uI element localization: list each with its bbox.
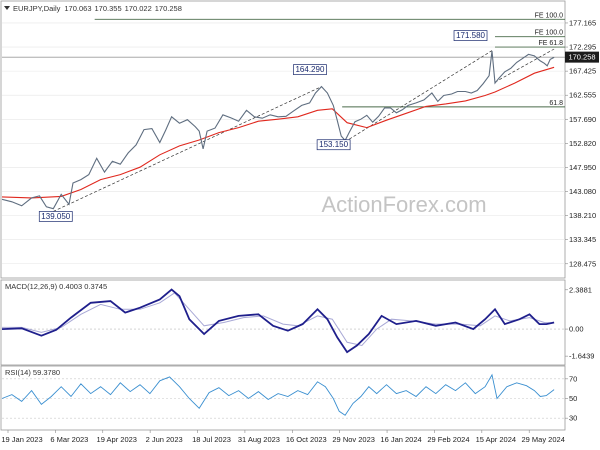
level-label: FE 100.0 (535, 30, 564, 37)
price-annotation-box (38, 211, 73, 222)
last-price-tag: 170.258 (565, 51, 599, 63)
x-tick-label: 19 Jan 2023 (1, 435, 42, 444)
price-annotation-label: 171.580 (456, 31, 485, 40)
gridlines (2, 22, 565, 419)
price-tick-label: 143.080 (569, 187, 596, 196)
fib-levels: FE 100.0 FE 100.0 FE 61.8 61.8 (2, 12, 565, 108)
x-tick-label: 29 May 2024 (522, 435, 565, 444)
macd-lines (1, 288, 555, 354)
price-annotation-box (316, 139, 351, 151)
macd-tick-label: 2.3881 (569, 285, 592, 294)
x-tick-label: 16 Oct 2023 (286, 435, 327, 444)
price-tick-label: 162.555 (569, 91, 596, 100)
price-tick-label: 172.295 (569, 43, 596, 52)
dashed-trendline (53, 86, 322, 212)
macd-tick-label: -1.6439 (569, 352, 594, 361)
macd-tick-label: 0.00 (569, 325, 584, 334)
y-axis-labels: 177.165 172.295 167.425 162.555 157.690 152.8… (565, 18, 596, 423)
price-tick-label: 152.820 (569, 139, 596, 148)
rsi-legend: RSI(14) 59.3780 (5, 368, 60, 377)
ohlc-low: 170.022 (125, 4, 152, 13)
ohlc-close: 170.258 (155, 4, 182, 13)
x-tick-label: 18 Jul 2023 (192, 435, 231, 444)
price-annotations: 139.050 164.290 153.150 171.580 (38, 30, 488, 222)
macd-legend: MACD(12,26,9) 0.4003 0.3745 (5, 282, 107, 291)
x-axis-labels: 19 Jan 2023 6 Mar 2023 19 Apr 2023 2 Jun 20… (1, 430, 565, 444)
dashed-trendline (494, 48, 555, 83)
price-annotation-label: 164.290 (295, 65, 324, 74)
dashed-trendline (344, 50, 493, 143)
rsi-tick-label: 30 (569, 414, 577, 423)
rsi-tick-label: 50 (569, 394, 577, 403)
x-tick-label: 31 Aug 2023 (238, 435, 280, 444)
x-tick-label: 19 Apr 2023 (97, 435, 137, 444)
collapse-arrow-icon[interactable] (4, 6, 10, 10)
price-annotation-label: 153.150 (319, 140, 348, 149)
period: Daily (44, 4, 61, 13)
macd-panel-frame (0, 279, 566, 366)
price-tick-label: 147.950 (569, 163, 596, 172)
moving-average-line (1, 66, 555, 199)
symbol: EURJPY (13, 4, 43, 13)
ohlc-open: 170.063 (64, 4, 91, 13)
price-series (1, 50, 555, 210)
svg-text:170.258: 170.258 (568, 53, 595, 62)
price-annotation-box (453, 30, 488, 41)
x-tick-label: 29 Nov 2023 (332, 435, 375, 444)
rsi-line (1, 373, 555, 416)
level-label: 61.8 (549, 100, 563, 107)
x-tick-label: 2 Jun 2023 (146, 435, 183, 444)
rsi-tick-label: 70 (569, 374, 577, 383)
rsi-lines (1, 373, 555, 416)
price-annotation-label: 139.050 (41, 212, 70, 221)
trendlines (53, 48, 555, 212)
price-line (1, 50, 555, 210)
x-tick-label: 6 Mar 2023 (50, 435, 88, 444)
x-tick-label: 16 Jan 2024 (380, 435, 421, 444)
price-panel-frame (0, 0, 566, 279)
price-legend: EURJPY,Daily 170.063 170.355 170.022 170.258 (4, 4, 182, 13)
watermark: ActionForex.com (321, 192, 486, 217)
x-tick-label: 15 Apr 2024 (476, 435, 516, 444)
macd-line (1, 288, 555, 354)
level-label: FE 100.0 (535, 12, 564, 19)
price-tick-label: 177.165 (569, 18, 596, 27)
price-annotation-box (293, 64, 327, 75)
x-tick-label: 29 Feb 2024 (427, 435, 469, 444)
price-tick-label: 167.425 (569, 67, 596, 76)
level-label: FE 61.8 (538, 40, 563, 47)
ohlc-high: 170.355 (95, 4, 122, 13)
rsi-panel-frame (0, 365, 566, 431)
price-tick-label: 133.345 (569, 235, 596, 244)
price-tick-label: 128.475 (569, 259, 596, 268)
price-tick-label: 157.690 (569, 115, 596, 124)
price-tick-label: 138.210 (569, 211, 596, 220)
